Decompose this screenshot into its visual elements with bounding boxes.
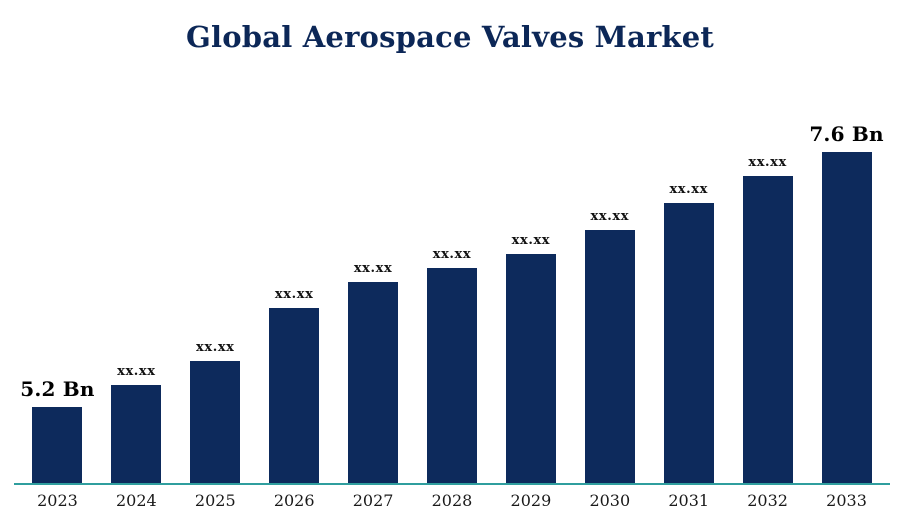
bar-value-label: xx.xx [274, 287, 314, 302]
x-axis-label: 2025 [194, 491, 236, 510]
chart-title: Global Aerospace Valves Market [186, 20, 714, 54]
bar-group: xx.xx [570, 209, 649, 483]
bar [269, 308, 320, 483]
bar-value-label: xx.xx [432, 247, 472, 262]
bar [348, 282, 399, 483]
bar-value-label: xx.xx [669, 182, 708, 197]
bar-value-label: xx.xx [511, 233, 551, 248]
x-axis-label: 2032 [747, 491, 788, 510]
bar-group: xx.xx [334, 261, 413, 483]
bar-group: 7.6 Bn [807, 122, 886, 483]
bar [111, 385, 162, 483]
x-axis-label: 2029 [510, 491, 552, 510]
bar-group: xx.xx [255, 287, 334, 483]
bar-value-label: xx.xx [590, 209, 630, 224]
x-axis-label: 2023 [37, 491, 78, 510]
plot-area: 5.2 Bn xx.xx xx.xx xx.xx xx.xx xx.xx xx.xx xx.x… [18, 0, 886, 525]
x-axis-label: 2028 [431, 491, 473, 510]
bars: 5.2 Bn xx.xx xx.xx xx.xx xx.xx xx.xx xx.xx xx.x… [18, 100, 886, 483]
x-axis-label: 2026 [273, 491, 315, 510]
x-axis-label: 2031 [668, 491, 710, 510]
x-axis-line [14, 483, 890, 485]
bar-value-label: xx.xx [196, 340, 235, 355]
bar-group: xx.xx [413, 247, 492, 483]
bar [584, 230, 635, 483]
x-axis-label: 2030 [589, 491, 631, 510]
bar-value-label: xx.xx [748, 155, 787, 170]
bar-value-label: xx.xx [353, 261, 393, 276]
bar-group: xx.xx [176, 340, 255, 483]
bar-group: xx.xx [728, 155, 807, 483]
bar [505, 254, 556, 483]
bar [663, 203, 714, 483]
bar [742, 176, 793, 483]
bar-group: xx.xx [97, 364, 176, 483]
bar [190, 361, 241, 483]
bar-group: xx.xx [491, 233, 570, 483]
bar [821, 152, 872, 483]
x-axis-label: 2033 [826, 491, 867, 510]
bar-value-label: 5.2 Bn [20, 377, 95, 401]
bar-group: 5.2 Bn [18, 377, 97, 483]
bar-value-label: 7.6 Bn [809, 122, 884, 146]
bar [32, 407, 83, 483]
bar-group: xx.xx [649, 182, 728, 483]
x-axis-label: 2024 [116, 491, 157, 510]
x-axis-label: 2027 [352, 491, 394, 510]
x-axis-labels: 2023 2024 2025 2026 2027 2028 2029 2030 2031 2032… [18, 491, 886, 510]
bar-value-label: xx.xx [117, 364, 156, 379]
bar [426, 268, 477, 483]
